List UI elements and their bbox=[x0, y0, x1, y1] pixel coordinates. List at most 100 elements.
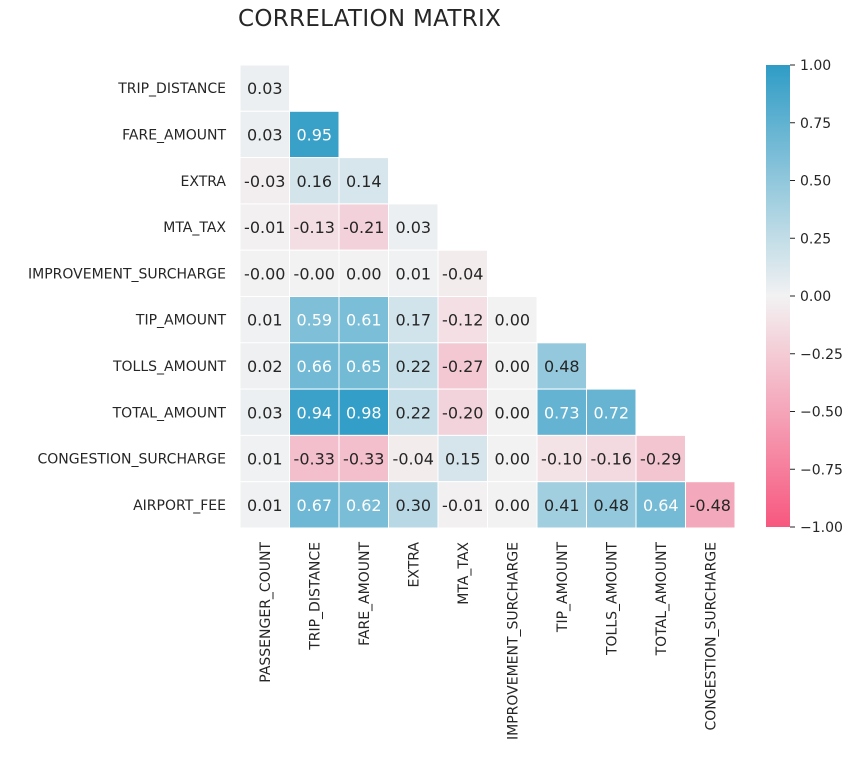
cell-value-label: -0.10 bbox=[541, 450, 582, 469]
cell-value-label: 0.17 bbox=[395, 311, 431, 330]
cell-value-label: 0.67 bbox=[296, 496, 332, 515]
cell-value-label: 0.94 bbox=[296, 403, 332, 422]
colorbar-tick-label: −0.25 bbox=[800, 347, 843, 363]
heatmap-cell bbox=[437, 481, 488, 529]
heatmap-cell bbox=[338, 481, 389, 529]
cell-value-label: 0.00 bbox=[346, 264, 382, 283]
y-tick-label: TOLLS_AMOUNT bbox=[112, 359, 226, 375]
x-tick-label: PASSENGER_COUNT bbox=[258, 542, 274, 683]
heatmap-cell bbox=[239, 388, 290, 436]
chart-title: CORRELATION MATRIX bbox=[238, 6, 502, 32]
cell-value-label: 0.66 bbox=[296, 357, 332, 376]
y-tick-label: AIRPORT_FEE bbox=[133, 498, 226, 514]
colorbar-tick-label: 1.00 bbox=[800, 58, 831, 74]
colorbar-tick-label: −0.75 bbox=[800, 462, 843, 478]
cell-value-label: 0.14 bbox=[346, 172, 382, 191]
x-tick-label: TOLLS_AMOUNT bbox=[604, 542, 620, 656]
cell-value-label: 0.22 bbox=[395, 403, 431, 422]
colorbar-tick-label: −1.00 bbox=[800, 520, 843, 536]
colorbar-gradient bbox=[766, 65, 790, 527]
cell-value-label: 0.00 bbox=[494, 496, 530, 515]
heatmap-cell bbox=[239, 296, 290, 344]
cell-value-label: -0.33 bbox=[343, 450, 384, 469]
x-tick-label: EXTRA bbox=[406, 542, 422, 588]
heatmap-cell bbox=[685, 481, 736, 529]
cell-value-label: 0.00 bbox=[494, 357, 530, 376]
cell-value-label: -0.16 bbox=[591, 450, 632, 469]
heatmap-cell bbox=[338, 434, 389, 483]
cell-value-label: 0.00 bbox=[494, 311, 530, 330]
heatmap-cell bbox=[635, 434, 686, 483]
cell-value-label: 0.01 bbox=[247, 450, 283, 469]
heatmap-cell bbox=[437, 249, 488, 297]
cell-value-label: 0.61 bbox=[346, 311, 382, 330]
heatmap-cell bbox=[586, 388, 637, 436]
heatmap-cell bbox=[289, 110, 340, 159]
heatmap-cell bbox=[487, 481, 538, 529]
heatmap-cell bbox=[338, 203, 389, 251]
y-tick-label: EXTRA bbox=[181, 174, 227, 190]
cell-value-label: 0.62 bbox=[346, 496, 382, 515]
cell-value-label: 0.64 bbox=[643, 496, 679, 515]
x-tick-label: TRIP_DISTANCE bbox=[307, 542, 323, 651]
heatmap-cell bbox=[487, 296, 538, 344]
cell-value-label: 0.48 bbox=[593, 496, 629, 515]
cell-value-label: 0.03 bbox=[247, 125, 283, 144]
cell-value-label: 0.95 bbox=[296, 125, 332, 144]
heatmap-cell bbox=[388, 203, 439, 251]
heatmap-cell bbox=[289, 388, 340, 436]
cell-value-label: 0.98 bbox=[346, 403, 382, 422]
cell-value-label: -0.04 bbox=[442, 264, 483, 283]
cell-value-label: -0.48 bbox=[690, 496, 731, 515]
cell-value-label: -0.21 bbox=[343, 218, 384, 237]
colorbar-tick-label: 0.00 bbox=[800, 289, 831, 305]
heatmap-cell bbox=[388, 249, 439, 297]
cell-value-label: 0.73 bbox=[544, 403, 580, 422]
heatmap-cell bbox=[437, 388, 488, 436]
cell-value-label: 0.01 bbox=[395, 264, 431, 283]
cell-value-label: -0.04 bbox=[393, 450, 434, 469]
cell-value-label: 0.72 bbox=[593, 403, 629, 422]
y-tick-label: FARE_AMOUNT bbox=[122, 127, 226, 143]
colorbar-tick-label: 0.25 bbox=[800, 231, 831, 247]
heatmap-cell bbox=[239, 249, 290, 297]
y-tick-label: TIP_AMOUNT bbox=[135, 313, 227, 329]
heatmap-cell bbox=[289, 203, 340, 251]
heatmap-cell bbox=[239, 203, 290, 251]
cell-value-label: -0.01 bbox=[442, 496, 483, 515]
heatmap-cell bbox=[388, 342, 439, 390]
cell-value-label: 0.22 bbox=[395, 357, 431, 376]
heatmap-cell bbox=[338, 157, 389, 205]
x-tick-label: MTA_TAX bbox=[456, 542, 472, 605]
heatmap-cell bbox=[239, 64, 290, 112]
cell-value-label: -0.03 bbox=[244, 172, 285, 191]
y-tick-label: MTA_TAX bbox=[163, 220, 226, 236]
cell-value-label: -0.13 bbox=[294, 218, 335, 237]
cell-value-label: 0.59 bbox=[296, 311, 332, 330]
cell-value-label: 0.03 bbox=[247, 403, 283, 422]
colorbar-tick-label: −0.50 bbox=[800, 405, 843, 421]
heatmap-cell bbox=[536, 434, 587, 483]
cell-value-label: -0.29 bbox=[640, 450, 681, 469]
heatmap-cell bbox=[586, 481, 637, 529]
heatmap-cell bbox=[239, 434, 290, 483]
colorbar-tick-label: 0.75 bbox=[800, 116, 831, 132]
x-tick-label: CONGESTION_SURCHARGE bbox=[703, 542, 719, 731]
x-tick-label: TOTAL_AMOUNT bbox=[654, 542, 670, 657]
heatmap-cell bbox=[635, 481, 686, 529]
x-tick-label: FARE_AMOUNT bbox=[357, 542, 373, 646]
cell-value-label: 0.01 bbox=[247, 496, 283, 515]
cell-value-label: 0.65 bbox=[346, 357, 382, 376]
cell-value-label: -0.12 bbox=[442, 311, 483, 330]
colorbar-tick-label: 0.50 bbox=[800, 174, 831, 190]
cell-value-label: -0.00 bbox=[244, 264, 285, 283]
cell-value-label: -0.27 bbox=[442, 357, 483, 376]
cell-value-label: 0.48 bbox=[544, 357, 580, 376]
y-tick-label: TRIP_DISTANCE bbox=[117, 81, 226, 97]
cell-value-label: 0.30 bbox=[395, 496, 431, 515]
heatmap-cell bbox=[536, 481, 587, 529]
cell-value-label: 0.02 bbox=[247, 357, 283, 376]
cell-value-label: 0.03 bbox=[247, 79, 283, 98]
